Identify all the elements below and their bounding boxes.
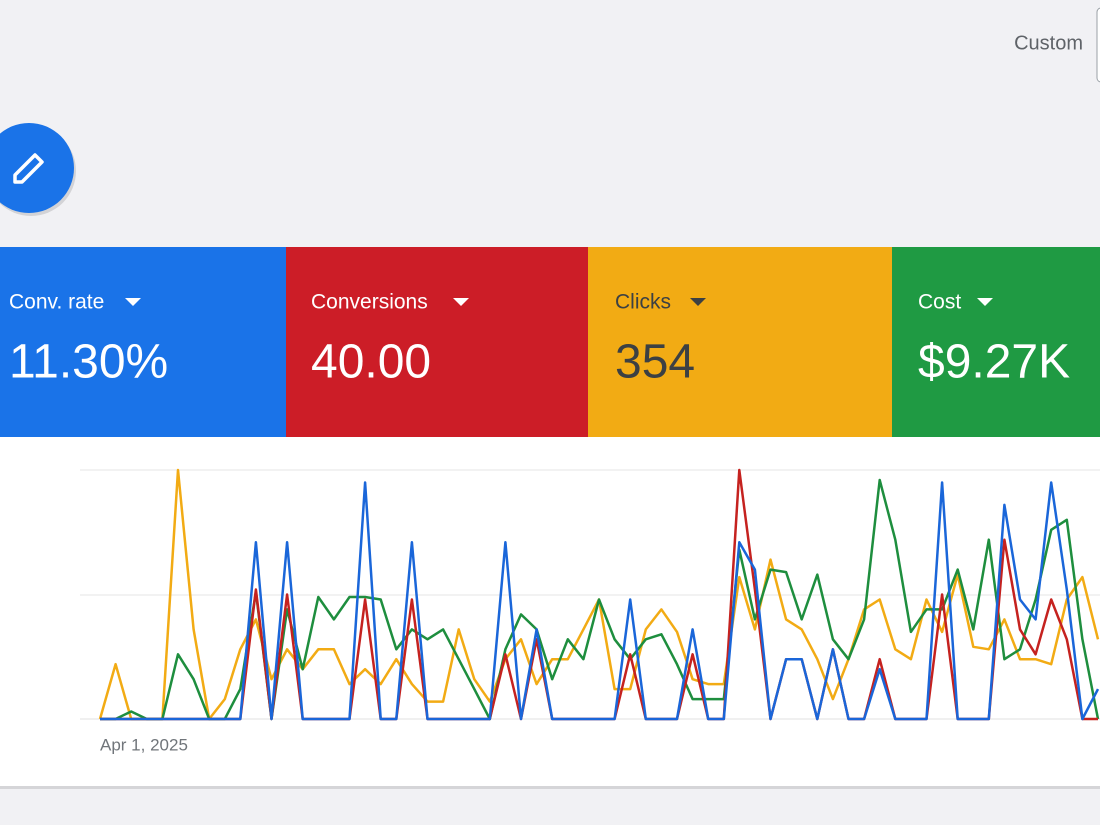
edit-button[interactable]	[0, 123, 76, 216]
series-line	[100, 481, 1100, 721]
tile[interactable]	[0, 247, 286, 437]
dropdown-arrow[interactable]	[453, 298, 469, 306]
tile-value: 11.30%	[9, 336, 168, 389]
tile[interactable]	[286, 247, 588, 437]
date-range-box[interactable]	[1096, 7, 1100, 83]
tile-label: Conversions	[311, 291, 428, 314]
dropdown-arrow[interactable]	[977, 298, 993, 306]
tile-label: Conv. rate	[9, 291, 104, 314]
tile-value: 40.00	[311, 336, 431, 389]
chart-panel	[0, 437, 1100, 787]
tile-value: $9.27K	[918, 336, 1070, 389]
tile-value: 354	[615, 336, 695, 389]
dropdown-arrow[interactable]	[690, 298, 706, 306]
tile-label: Cost	[918, 291, 961, 314]
tile[interactable]	[892, 247, 1100, 437]
date-range-label[interactable]: Custom	[1014, 32, 1083, 54]
tile[interactable]	[588, 247, 892, 437]
tile-label: Clicks	[615, 291, 671, 314]
x-tick-label: Apr 1, 2025	[100, 735, 188, 754]
dropdown-arrow[interactable]	[125, 298, 141, 306]
panel-shadow	[0, 786, 1100, 789]
